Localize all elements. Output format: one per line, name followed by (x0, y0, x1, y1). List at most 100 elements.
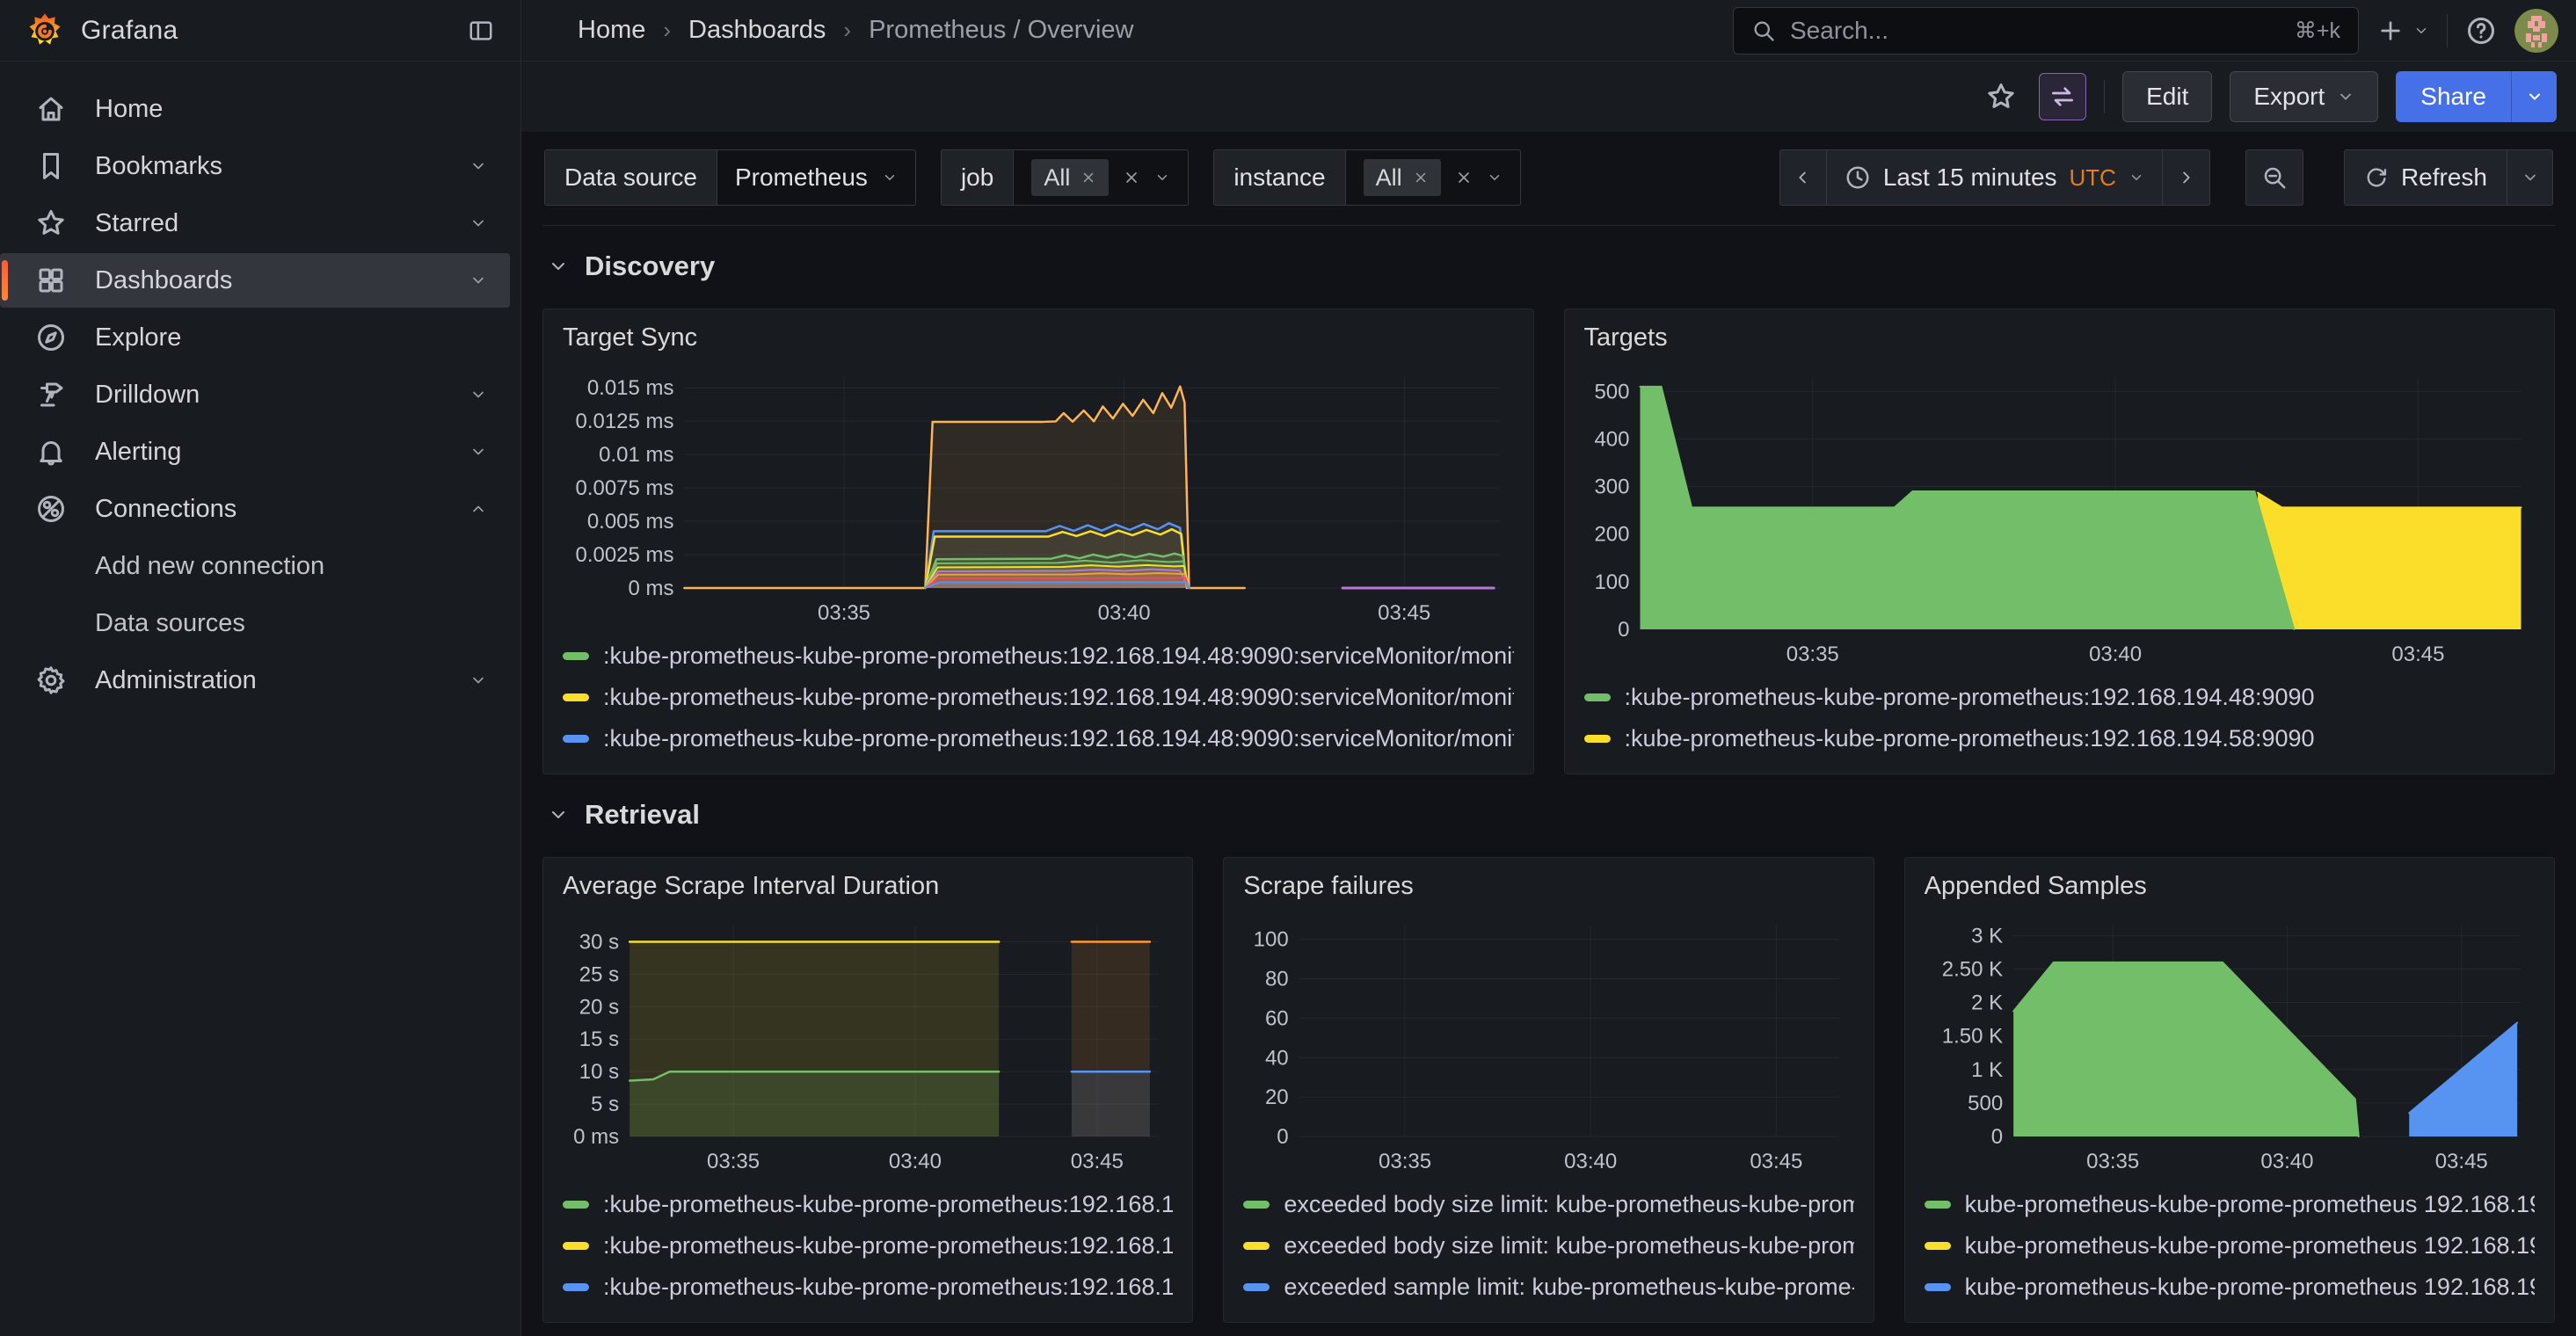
panel-title[interactable]: Scrape failures (1243, 872, 1414, 900)
sidebar-item-explore[interactable]: Explore (0, 310, 510, 365)
time-range-picker[interactable]: Last 15 minutes UTC (1826, 149, 2163, 206)
legend-label: exceeded body size limit: kube-prometheu… (1284, 1232, 1854, 1259)
svg-text:0.0025 ms: 0.0025 ms (576, 543, 674, 567)
appended-samples-chart[interactable]: 03:35 03:40 03:45 0 500 1 K 1.50 K 2 K 2.50 K 3 K (1925, 911, 2535, 1175)
svg-text:0.015 ms: 0.015 ms (587, 376, 674, 400)
sidebar-item-drilldown[interactable]: Drilldown (0, 367, 510, 422)
sidebar-item-add-new-connection[interactable]: Add new connection (0, 539, 510, 593)
time-shift-back-button[interactable] (1779, 149, 1827, 206)
legend-swatch (1243, 1201, 1270, 1209)
scrape-failures-chart[interactable]: 03:35 03:40 03:45 0 20 40 60 80 100 (1243, 911, 1853, 1175)
panel-appended-samples: Appended Samples 03:35 03:40 03:45 0 500 1 K 1… (1903, 857, 2555, 1323)
zoom-out-time-button[interactable] (2245, 149, 2303, 206)
swap-view-toggle-button[interactable] (2039, 73, 2087, 120)
job-value-chip[interactable]: All (1031, 159, 1110, 196)
sidebar-item-data-sources[interactable]: Data sources (0, 596, 510, 650)
chevron-down-icon (473, 163, 484, 170)
remove-value-icon[interactable] (1081, 170, 1096, 185)
breadcrumb-home[interactable]: Home (578, 16, 646, 44)
legend-item[interactable]: kube-prometheus-kube-prome-prometheus 19… (1924, 1225, 2535, 1267)
panel-title[interactable]: Target Sync (563, 323, 698, 352)
sidebar-item-connections[interactable]: Connections (0, 482, 510, 536)
share-button[interactable]: Share (2396, 71, 2511, 122)
breadcrumb-dashboards[interactable]: Dashboards (688, 16, 826, 44)
search-icon (1754, 21, 1774, 41)
legend-label: kube-prometheus-kube-prome-prometheus 19… (1964, 1232, 2535, 1259)
legend-item[interactable]: kube-prometheus-kube-prome-prometheus 19… (1924, 1267, 2535, 1308)
panel-target-sync: Target Sync 03:35 03:40 03:45 0 ms 0.0025 ms… (542, 309, 1534, 774)
legend-item[interactable]: :kube-prometheus-kube-prome-prometheus:1… (563, 718, 1514, 759)
legend-item[interactable]: kube-prometheus-kube-prome-prometheus 19… (1924, 1184, 2535, 1225)
refresh-button[interactable]: Refresh (2343, 149, 2507, 206)
favorite-star-button[interactable] (1981, 76, 2021, 117)
svg-text:0 ms: 0 ms (628, 577, 673, 600)
legend-item[interactable]: :kube-prometheus-kube-prome-prometheus:1… (563, 1184, 1173, 1225)
legend-item[interactable]: :kube-prometheus-kube-prome-prometheus:1… (563, 1225, 1173, 1267)
clear-all-icon[interactable] (1455, 169, 1473, 186)
brand-name: Grafana (81, 15, 178, 45)
remove-value-icon[interactable] (1413, 170, 1429, 185)
search-input[interactable]: Search... ⌘+k (1733, 6, 2359, 54)
panel-title[interactable]: Appended Samples (1924, 872, 2147, 900)
legend-item[interactable]: exceeded body size limit: kube-prometheu… (1243, 1184, 1854, 1225)
svg-text:03:40: 03:40 (2089, 643, 2142, 666)
svg-text:100: 100 (1254, 928, 1289, 952)
legend-label: kube-prometheus-kube-prome-prometheus 19… (1964, 1191, 2535, 1217)
help-button[interactable] (2465, 15, 2497, 47)
export-button[interactable]: Export (2230, 71, 2379, 122)
dashboards-grid-icon (39, 268, 63, 293)
topbar-divider (2447, 13, 2448, 47)
export-label: Export (2253, 83, 2325, 110)
bookmark-icon (43, 153, 59, 179)
legend-label: :kube-prometheus-kube-prome-prometheus:1… (603, 643, 1514, 669)
dock-sidebar-icon[interactable] (461, 11, 501, 51)
instance-value-chip[interactable]: All (1363, 159, 1441, 196)
refresh-interval-button[interactable] (2507, 149, 2553, 206)
top-bar: Grafana Home › Dashboards › Prometheus /… (0, 0, 2576, 62)
job-picker[interactable]: All (1014, 150, 1188, 205)
chevron-down-icon (2529, 93, 2540, 100)
sidebar-item-starred[interactable]: Starred (0, 196, 510, 250)
legend-item[interactable]: :kube-prometheus-kube-prome-prometheus:1… (563, 635, 1514, 677)
legend-item[interactable]: :kube-prometheus-kube-prome-prometheus:1… (1583, 677, 2536, 718)
sidebar-item-home[interactable]: Home (0, 82, 510, 136)
legend-swatch (563, 1283, 589, 1291)
legend-item[interactable]: :kube-prometheus-kube-prome-prometheus:1… (1583, 718, 2536, 759)
share-menu-button[interactable] (2511, 71, 2557, 122)
edit-button[interactable]: Edit (2122, 71, 2213, 122)
sidebar-item-alerting[interactable]: Alerting (0, 425, 510, 479)
legend-item[interactable]: exceeded sample limit: kube-prometheus-k… (1243, 1267, 1854, 1308)
chevron-down-icon (473, 220, 484, 227)
section-row-discovery[interactable]: Discovery (548, 250, 2555, 282)
svg-text:25 s: 25 s (579, 962, 619, 986)
sidebar-item-dashboards[interactable]: Dashboards (0, 253, 510, 308)
legend-item[interactable]: :kube-prometheus-kube-prome-prometheus:1… (563, 1267, 1173, 1308)
instance-picker[interactable]: All (1346, 150, 1520, 205)
time-shift-forward-button[interactable] (2162, 149, 2210, 206)
targets-chart[interactable]: 03:35 03:40 03:45 0 100 200 300 400 500 (1584, 363, 2536, 668)
avg-scrape-chart[interactable]: 03:35 03:40 03:45 0 ms 5 s 10 s 15 s 20 s 25 s 30… (563, 911, 1173, 1175)
breadcrumb-separator: › (663, 17, 672, 43)
svg-text:0.0075 ms: 0.0075 ms (576, 476, 674, 500)
svg-text:3 K: 3 K (1971, 924, 2003, 948)
avatar[interactable] (2514, 8, 2558, 53)
panel-title[interactable]: Average Scrape Interval Duration (563, 872, 940, 900)
sidebar-item-bookmarks[interactable]: Bookmarks (0, 139, 510, 193)
section-row-retrieval[interactable]: Retrieval (548, 799, 2555, 831)
datasource-variable: Data source Prometheus (544, 149, 916, 206)
new-menu-button[interactable] (2376, 17, 2429, 45)
svg-text:100: 100 (1594, 570, 1629, 594)
legend-item[interactable]: exceeded body size limit: kube-prometheu… (1243, 1225, 1854, 1267)
datasource-picker[interactable]: Prometheus (717, 150, 915, 205)
svg-text:0 ms: 0 ms (573, 1125, 619, 1149)
clear-all-icon[interactable] (1123, 169, 1140, 186)
legend-item[interactable]: :kube-prometheus-kube-prome-prometheus:1… (563, 677, 1514, 718)
scrape-failures-legend: exceeded body size limit: kube-prometheu… (1243, 1184, 1854, 1308)
chevron-down-icon (473, 391, 484, 398)
dashboard-canvas: Data source Prometheus job All instance (521, 132, 2576, 1336)
sidebar-item-administration[interactable]: Administration (0, 653, 510, 708)
target-sync-chart[interactable]: 03:35 03:40 03:45 0 ms 0.0025 ms 0.005 ms 0.00… (563, 363, 1514, 627)
sidebar: Home Bookmarks Starred Dashboards Explor… (0, 62, 521, 1336)
legend-label: exceeded body size limit: kube-prometheu… (1284, 1191, 1854, 1217)
panel-title[interactable]: Targets (1583, 323, 1668, 352)
